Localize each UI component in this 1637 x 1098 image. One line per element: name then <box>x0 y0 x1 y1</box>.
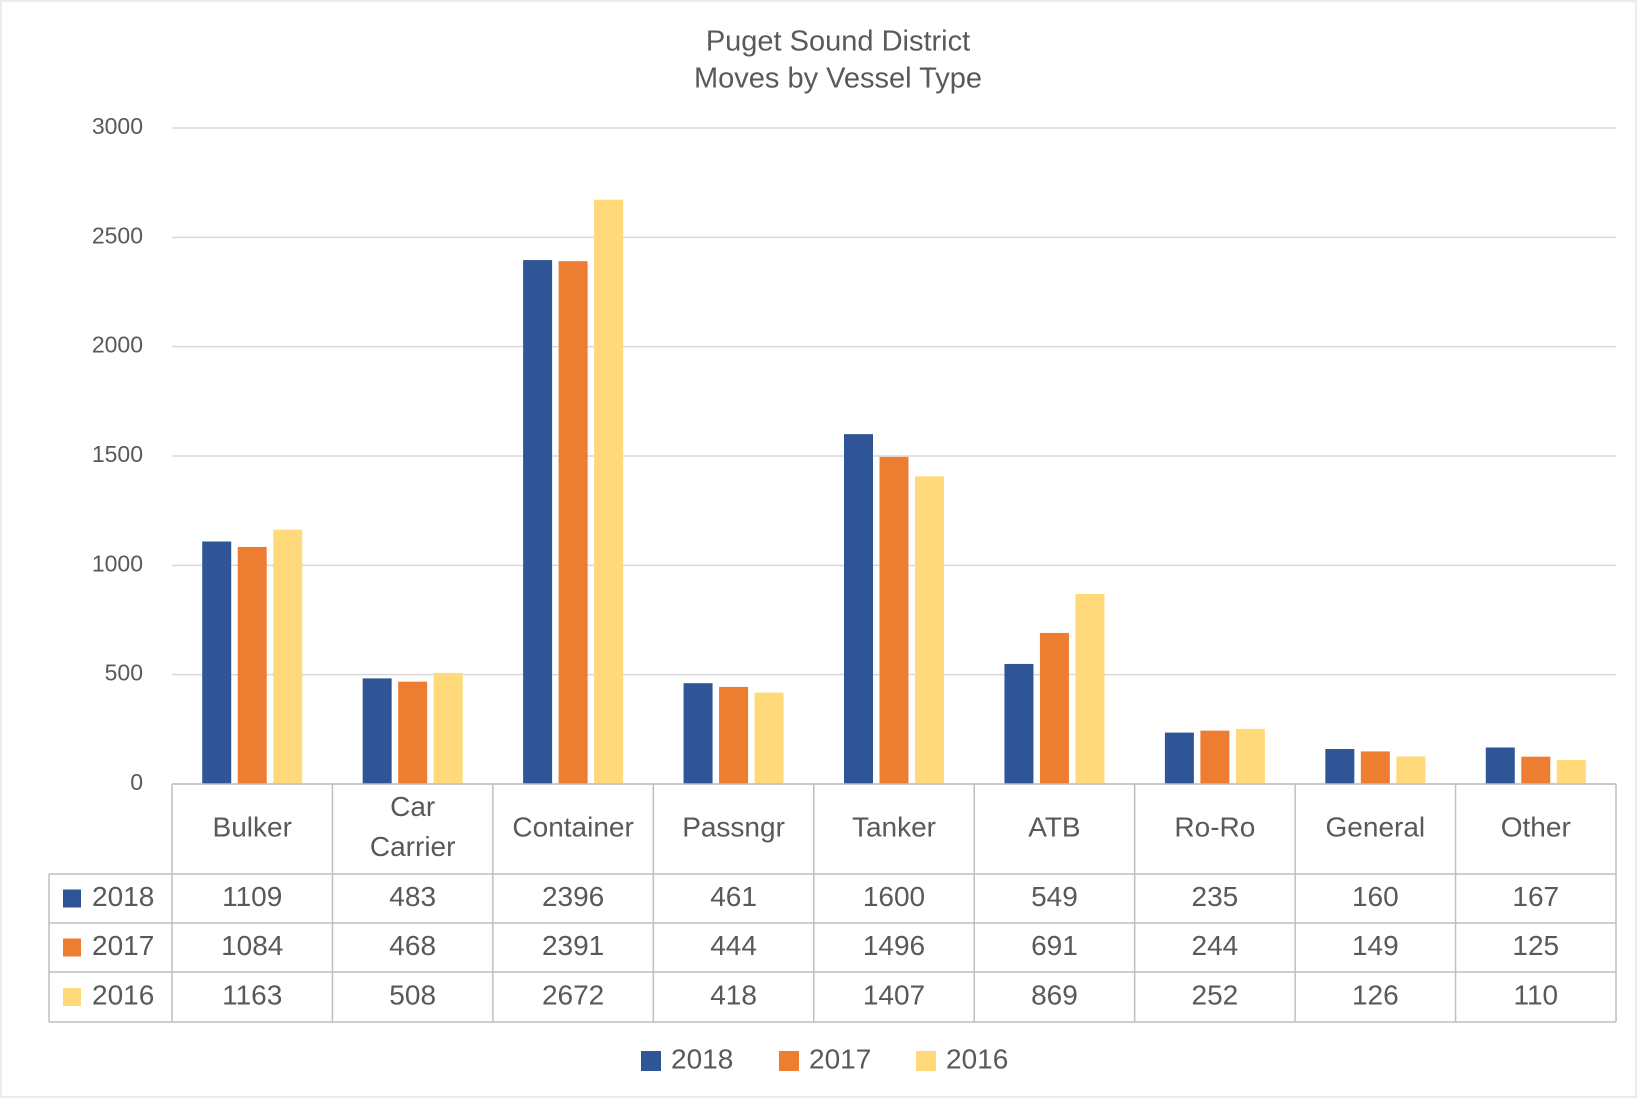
x-tick-label: Car Carrier <box>370 791 456 862</box>
bar <box>558 261 588 785</box>
x-tick-label: Passngr <box>682 811 785 842</box>
table-series-name: 2017 <box>92 930 154 961</box>
y-tick-label: 3000 <box>92 113 143 139</box>
bar <box>523 260 553 784</box>
table-value: 1407 <box>863 979 925 1010</box>
table-value: 508 <box>389 979 436 1010</box>
table-value: 235 <box>1192 881 1239 912</box>
legend-label: 2018 <box>671 1043 733 1074</box>
bar <box>1164 732 1194 784</box>
table-series-name: 2016 <box>92 979 154 1010</box>
bar <box>1485 747 1515 784</box>
table-legend-key <box>63 938 81 957</box>
table-value: 160 <box>1352 881 1399 912</box>
table-value: 2391 <box>542 930 604 961</box>
table-value: 418 <box>710 979 757 1010</box>
y-tick-label: 0 <box>130 769 143 795</box>
x-tick-label: Tanker <box>852 811 936 842</box>
table-legend-key <box>63 988 81 1006</box>
bar <box>362 678 392 784</box>
y-tick-label: 2000 <box>92 332 143 358</box>
legend-label: 2016 <box>946 1043 1008 1074</box>
table-value: 2396 <box>542 881 604 912</box>
table-value: 549 <box>1031 881 1078 912</box>
x-tick-label: Bulker <box>213 811 292 842</box>
legend-label: 2017 <box>809 1043 871 1074</box>
bar <box>1556 759 1586 784</box>
x-tick-label: General <box>1326 811 1426 842</box>
table-legend-key <box>63 889 81 908</box>
table-value: 1163 <box>222 979 282 1010</box>
bar <box>754 692 784 784</box>
chart-subtitle: Moves by Vessel Type <box>694 63 982 95</box>
x-tick-label: ATB <box>1028 811 1080 842</box>
bar <box>879 456 909 784</box>
table-value: 483 <box>389 881 436 912</box>
bar <box>594 199 624 785</box>
table-value: 444 <box>710 930 757 961</box>
bar <box>719 686 749 784</box>
table-value: 244 <box>1192 930 1239 961</box>
bar <box>915 476 944 784</box>
bar <box>1075 593 1105 784</box>
chart-title: Puget Sound District <box>706 26 970 58</box>
y-tick-label: 500 <box>105 660 143 686</box>
bar <box>1004 663 1034 784</box>
bar <box>1396 756 1426 784</box>
y-tick-label: 1500 <box>92 441 143 467</box>
bar <box>433 672 463 784</box>
table-value: 468 <box>389 930 436 961</box>
bar <box>1325 749 1355 784</box>
table-value: 869 <box>1031 979 1078 1010</box>
bar <box>1200 730 1230 784</box>
legend-key <box>779 1051 799 1071</box>
table-value: 1496 <box>863 930 925 961</box>
table-value: 167 <box>1512 881 1559 912</box>
bar <box>237 546 267 784</box>
table-series-name: 2018 <box>92 881 154 912</box>
bar <box>273 529 303 784</box>
y-tick-label: 1000 <box>92 550 143 576</box>
table-value: 1084 <box>221 930 283 961</box>
bar <box>1235 728 1265 784</box>
table-value: 691 <box>1031 930 1078 961</box>
x-tick-label: Ro-Ro <box>1174 811 1255 842</box>
bar <box>1039 632 1069 784</box>
bar <box>202 541 232 784</box>
table-value: 461 <box>710 881 757 912</box>
table-value: 149 <box>1352 930 1399 961</box>
legend-key <box>916 1051 936 1071</box>
table-value: 126 <box>1352 979 1399 1010</box>
table-value: 125 <box>1512 930 1559 961</box>
x-tick-label: Container <box>512 811 633 842</box>
bar <box>1521 756 1551 784</box>
bar <box>398 681 428 784</box>
bar <box>683 683 713 784</box>
bar <box>844 434 873 784</box>
y-tick-label: 2500 <box>92 222 143 248</box>
table-value: 1109 <box>222 881 282 912</box>
x-tick-label: Other <box>1501 811 1571 842</box>
bar <box>1360 751 1390 784</box>
table-value: 1600 <box>863 881 925 912</box>
table-value: 110 <box>1513 979 1558 1010</box>
table-value: 252 <box>1192 979 1239 1010</box>
legend-key <box>641 1051 661 1071</box>
table-value: 2672 <box>542 979 604 1010</box>
